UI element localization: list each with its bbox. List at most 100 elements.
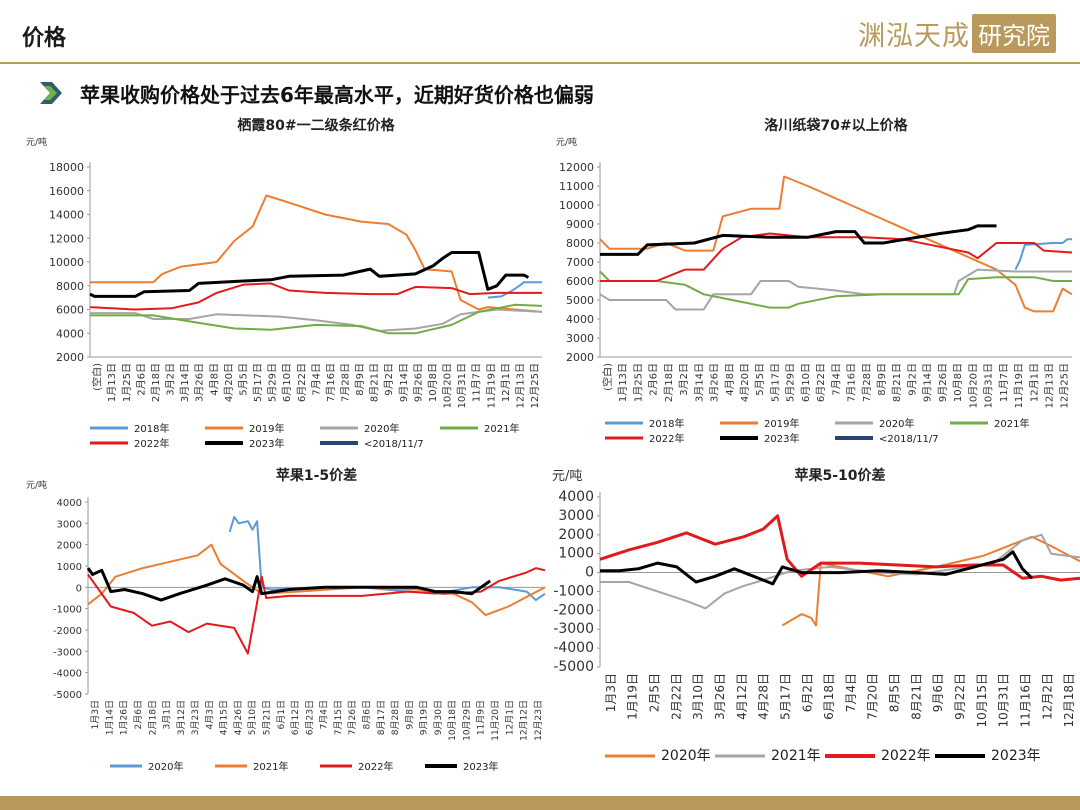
y-tick-label: -5000 <box>53 690 82 701</box>
x-tick-label: 11月19日 <box>485 363 497 408</box>
legend-label: 2023年 <box>991 748 1041 764</box>
y-tick-label: -3000 <box>53 647 82 658</box>
series-line-2022年 <box>87 567 546 655</box>
x-tick-label: 6月22日 <box>815 363 827 402</box>
x-tick-label: 8月21日 <box>369 363 381 402</box>
x-tick-label: 3月1日 <box>162 700 173 729</box>
x-tick-label: 10月31日 <box>997 673 1011 728</box>
x-tick-label: 7月20日 <box>866 673 880 720</box>
x-tick-label: 3月2日 <box>165 363 177 396</box>
legend-label: 2022年 <box>881 748 931 764</box>
series-line-2023年 <box>600 224 997 256</box>
x-tick-label: 7月4日 <box>844 673 858 712</box>
x-tick-label: 4月20日 <box>739 363 751 402</box>
y-tick-label: -1000 <box>53 605 82 616</box>
series-line-2022年 <box>599 514 1080 582</box>
series-line-2022年 <box>89 282 542 311</box>
x-tick-label: 10月20日 <box>442 363 454 408</box>
x-tick-label: 1月13日 <box>106 363 118 402</box>
legend-label: <2018/11/7 <box>879 434 939 445</box>
y-tick-label: 4000 <box>558 489 594 505</box>
x-tick-label: 11月20日 <box>490 700 501 741</box>
y-tick-label: 11000 <box>559 180 594 193</box>
x-tick-label: 2月6日 <box>133 700 144 729</box>
legend-label: 2023年 <box>249 437 284 450</box>
x-tick-label: 2月6日 <box>648 363 660 396</box>
x-tick-label: 9月8日 <box>404 700 415 729</box>
x-tick-label: 12月12日 <box>519 700 530 741</box>
x-tick-label: 4月26日 <box>233 700 244 735</box>
series-line-2020年 <box>781 535 1080 627</box>
brand-logo: 渊泓天成 研究院 <box>858 13 1056 53</box>
series-line-2018年 <box>1014 238 1072 271</box>
series-line-2020年 <box>90 308 543 332</box>
x-tick-label: 6月23日 <box>304 700 315 735</box>
headline: 苹果收购价格处于过去6年最高水平，近期好货价格也偏弱 <box>80 82 594 107</box>
legend-label: 2021年 <box>484 422 519 435</box>
x-tick-label: 3月10日 <box>691 673 705 720</box>
x-tick-label: 7月26日 <box>347 700 358 735</box>
x-tick-label: 10月29日 <box>461 700 472 741</box>
x-tick-label: 4月3日 <box>204 700 215 729</box>
x-tick-label: 3月23日 <box>190 700 201 735</box>
x-tick-label: 6月10日 <box>800 363 812 402</box>
y-tick-label: 2000 <box>566 351 594 364</box>
footer-bar <box>0 796 1080 810</box>
series-line-2021年 <box>599 270 1072 309</box>
y-tick-label: 6000 <box>56 304 84 317</box>
chart-title: 苹果5-10价差 <box>794 467 885 484</box>
x-tick-label: 12月25日 <box>1059 363 1071 408</box>
y-tick-label: 8000 <box>566 237 594 250</box>
series-line-2021年 <box>90 303 543 335</box>
logo-badge: 研究院 <box>972 13 1056 53</box>
chart-svg: 苹果5-10价差 元/吨 -5000 -4000 -3000 -2000 -1000 0 100… <box>552 467 1080 764</box>
x-tick-label: 2月18日 <box>150 363 162 402</box>
y-tick-label: 2000 <box>57 541 82 552</box>
y-unit-label: 元/吨 <box>26 136 47 148</box>
x-tick-label: 7月28日 <box>861 363 873 402</box>
y-tick-label: 10000 <box>559 199 594 212</box>
x-tick-label: 8月6日 <box>361 700 372 729</box>
chart-spread-1-5: 苹果1-5价差 元/吨 -5000 -4000 -3000 -2000 -1000 0 1000… <box>20 462 550 792</box>
headline-row: 苹果收购价格处于过去6年最高水平，近期好货价格也偏弱 <box>36 78 594 108</box>
y-tick-label: 6000 <box>566 275 594 288</box>
y-unit-label: 元/吨 <box>556 136 577 148</box>
x-tick-label: 9月19日 <box>419 700 430 735</box>
y-tick-label: 18000 <box>49 161 84 174</box>
x-tick-label: 9月26日 <box>412 363 424 402</box>
x-tick-label: 1月13日 <box>617 363 629 402</box>
chevron-right-icon <box>40 82 62 104</box>
x-tick-label: 12月23日 <box>533 700 544 741</box>
x-tick-label: 7月4日 <box>310 363 322 396</box>
x-tick-label: 8月21日 <box>909 673 923 720</box>
legend-label: 2022年 <box>649 432 684 445</box>
x-tick-label: 10月20日 <box>967 363 979 408</box>
x-tick-label: 3月26日 <box>194 363 206 402</box>
x-tick-label: 10月8日 <box>952 363 964 402</box>
x-tick-label: 5月5日 <box>754 363 766 396</box>
x-tick-label: 8月9日 <box>354 363 366 396</box>
y-tick-label: -1000 <box>553 583 594 599</box>
x-tick-label: 6月22日 <box>296 363 308 402</box>
legend-label: 2021年 <box>253 760 288 773</box>
x-tick-label: (空白) <box>601 363 614 391</box>
x-tick-label: 5月29日 <box>267 363 279 402</box>
x-tick-label: 5月17日 <box>769 363 781 402</box>
x-tick-label: 4月8日 <box>724 363 736 396</box>
x-tick-label: 10月31日 <box>983 363 995 408</box>
y-tick-label: 4000 <box>566 313 594 326</box>
y-tick-label: -3000 <box>553 621 594 637</box>
x-tick-label: 3月14日 <box>179 363 191 402</box>
series-line-2023年 <box>86 567 492 602</box>
x-tick-label: 2月6日 <box>135 363 147 396</box>
x-tick-label: 6月12日 <box>290 700 301 735</box>
x-tick-label: 5月10日 <box>247 700 258 735</box>
y-tick-label: -2000 <box>53 626 82 637</box>
x-tick-label: 2月18日 <box>663 363 675 402</box>
top-bar: 价格 渊泓天成 研究院 <box>0 0 1080 62</box>
x-tick-label: 2月18日 <box>147 700 158 735</box>
x-tick-label: 12月1日 <box>500 363 512 402</box>
y-tick-label: 3000 <box>566 332 594 345</box>
y-tick-label: 16000 <box>49 185 84 198</box>
